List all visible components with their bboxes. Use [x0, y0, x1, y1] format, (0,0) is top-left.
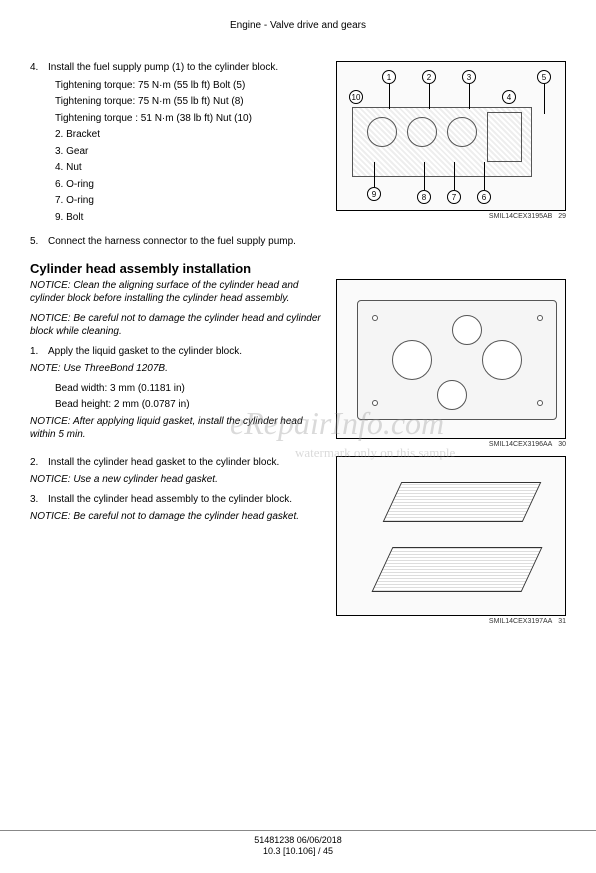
callout-7: 7 — [447, 190, 461, 204]
step-2-body: Install the cylinder head gasket to the … — [48, 456, 321, 470]
figure-3 — [336, 456, 566, 616]
callout-8: 8 — [417, 190, 431, 204]
figure-3-col: SMIL14CEX3197AA 31 — [336, 456, 566, 625]
step-5: 5. Connect the harness connector to the … — [30, 235, 320, 249]
figure-1-col: 1 2 3 4 5 10 9 8 7 6 — [336, 61, 566, 227]
part-6: 6. O-ring — [55, 178, 321, 192]
notice-3: NOTICE: After applying liquid gasket, in… — [30, 415, 321, 442]
part-4: 4. Nut — [55, 161, 321, 175]
part-9: 9. Bolt — [55, 211, 321, 225]
figure-2-col: SMIL14CEX3196AA 30 — [336, 279, 566, 448]
callout-6: 6 — [477, 190, 491, 204]
figure-2-caption: SMIL14CEX3196AA 30 — [336, 441, 566, 448]
notice-4: NOTICE: Use a new cylinder head gasket. — [30, 473, 321, 487]
step-3-body: Install the cylinder head assembly to th… — [48, 493, 321, 507]
callout-9: 9 — [367, 187, 381, 201]
step-2: 2. Install the cylinder head gasket to t… — [30, 456, 321, 470]
step-3: 3. Install the cylinder head assembly to… — [30, 493, 321, 507]
bead-2: Bead height: 2 mm (0.0787 in) — [55, 398, 321, 412]
figure-3-caption: SMIL14CEX3197AA 31 — [336, 618, 566, 625]
step1-text-col: NOTICE: Clean the aligning surface of th… — [30, 279, 321, 448]
callout-4: 4 — [502, 90, 516, 104]
page-content: 4. Install the fuel supply pump (1) to t… — [30, 61, 566, 625]
block-step23: 2. Install the cylinder head gasket to t… — [30, 456, 566, 625]
page-header: Engine - Valve drive and gears — [30, 20, 566, 31]
part-2: 2. Bracket — [55, 128, 321, 142]
notice-1: NOTICE: Clean the aligning surface of th… — [30, 279, 321, 306]
note-1: NOTE: Use ThreeBond 1207B. — [30, 362, 321, 376]
callout-3: 3 — [462, 70, 476, 84]
step-5-body: Connect the harness connector to the fue… — [48, 235, 320, 249]
figure-1: 1 2 3 4 5 10 9 8 7 6 — [336, 61, 566, 211]
part-3: 3. Gear — [55, 145, 321, 159]
figure-1-caption: SMIL14CEX3195AB 29 — [336, 213, 566, 220]
section-heading: Cylinder head assembly installation — [30, 261, 566, 276]
step4-text-col: 4. Install the fuel supply pump (1) to t… — [30, 61, 321, 227]
step-1-num: 1. — [30, 345, 48, 359]
torque-2: Tightening torque: 75 N·m (55 lb ft) Nut… — [55, 95, 321, 109]
block-step4: 4. Install the fuel supply pump (1) to t… — [30, 61, 566, 227]
figure-2 — [336, 279, 566, 439]
torque-1: Tightening torque: 75 N·m (55 lb ft) Bol… — [55, 79, 321, 93]
callout-1: 1 — [382, 70, 396, 84]
notice-5: NOTICE: Be careful not to damage the cyl… — [30, 510, 321, 524]
callout-2: 2 — [422, 70, 436, 84]
step-4: 4. Install the fuel supply pump (1) to t… — [30, 61, 321, 75]
bead-1: Bead width: 3 mm (0.1181 in) — [55, 382, 321, 396]
step-4-num: 4. — [30, 61, 48, 75]
step-3-num: 3. — [30, 493, 48, 507]
step-5-num: 5. — [30, 235, 48, 249]
step23-text-col: 2. Install the cylinder head gasket to t… — [30, 456, 321, 625]
notice-2: NOTICE: Be careful not to damage the cyl… — [30, 312, 321, 339]
torque-3: Tightening torque : 51 N·m (38 lb ft) Nu… — [55, 112, 321, 126]
footer-line2: 10.3 [10.106] / 45 — [0, 846, 596, 858]
part-7: 7. O-ring — [55, 194, 321, 208]
block-step1: NOTICE: Clean the aligning surface of th… — [30, 279, 566, 448]
page-footer: 51481238 06/06/2018 10.3 [10.106] / 45 — [0, 830, 596, 858]
footer-line1: 51481238 06/06/2018 — [0, 835, 596, 847]
step-2-num: 2. — [30, 456, 48, 470]
step-1-body: Apply the liquid gasket to the cylinder … — [48, 345, 321, 359]
step-4-body: Install the fuel supply pump (1) to the … — [48, 61, 321, 75]
callout-10: 10 — [349, 90, 363, 104]
step-1: 1. Apply the liquid gasket to the cylind… — [30, 345, 321, 359]
callout-5: 5 — [537, 70, 551, 84]
